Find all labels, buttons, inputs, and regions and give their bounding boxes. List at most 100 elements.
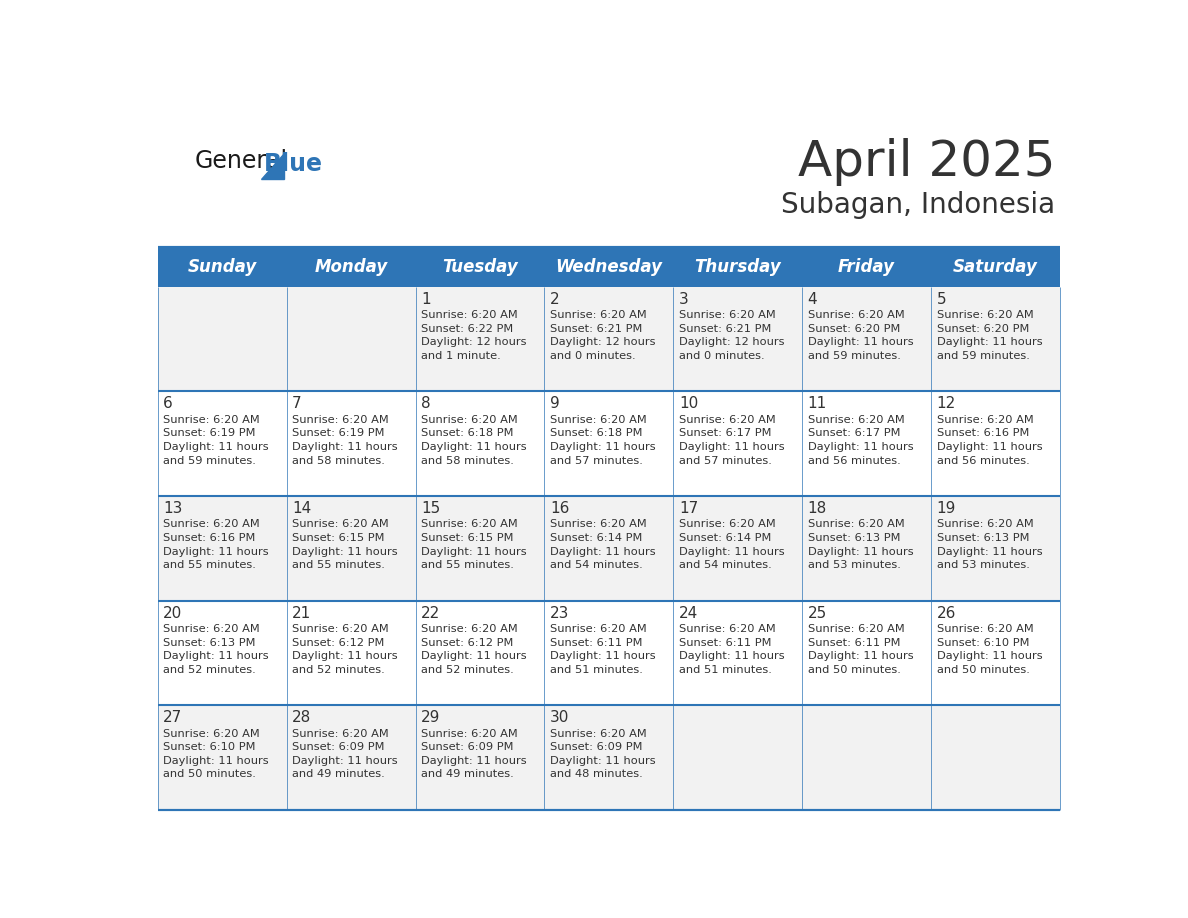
Text: Sunrise: 6:20 AM
Sunset: 6:12 PM
Daylight: 11 hours
and 52 minutes.: Sunrise: 6:20 AM Sunset: 6:12 PM Dayligh… <box>292 624 398 675</box>
Text: 2: 2 <box>550 292 560 307</box>
Bar <box>544 496 674 600</box>
Bar <box>674 287 802 391</box>
Text: 16: 16 <box>550 501 569 516</box>
Text: 29: 29 <box>421 711 441 725</box>
Bar <box>286 705 416 810</box>
Bar <box>674 391 802 496</box>
Text: 22: 22 <box>421 606 441 621</box>
Text: 28: 28 <box>292 711 311 725</box>
Text: 19: 19 <box>936 501 956 516</box>
Text: Sunrise: 6:20 AM
Sunset: 6:10 PM
Daylight: 11 hours
and 50 minutes.: Sunrise: 6:20 AM Sunset: 6:10 PM Dayligh… <box>936 624 1042 675</box>
Text: Sunrise: 6:20 AM
Sunset: 6:16 PM
Daylight: 11 hours
and 55 minutes.: Sunrise: 6:20 AM Sunset: 6:16 PM Dayligh… <box>163 520 268 570</box>
Text: Tuesday: Tuesday <box>442 259 518 276</box>
Text: Sunrise: 6:20 AM
Sunset: 6:11 PM
Daylight: 11 hours
and 51 minutes.: Sunrise: 6:20 AM Sunset: 6:11 PM Dayligh… <box>550 624 656 675</box>
Bar <box>286 496 416 600</box>
Polygon shape <box>261 152 284 179</box>
Bar <box>802 600 931 705</box>
Text: 15: 15 <box>421 501 441 516</box>
Bar <box>286 287 416 391</box>
Text: Sunrise: 6:20 AM
Sunset: 6:16 PM
Daylight: 11 hours
and 56 minutes.: Sunrise: 6:20 AM Sunset: 6:16 PM Dayligh… <box>936 415 1042 465</box>
Bar <box>544 600 674 705</box>
Bar <box>158 705 286 810</box>
Text: 13: 13 <box>163 501 183 516</box>
Text: Sunrise: 6:20 AM
Sunset: 6:14 PM
Daylight: 11 hours
and 54 minutes.: Sunrise: 6:20 AM Sunset: 6:14 PM Dayligh… <box>550 520 656 570</box>
Bar <box>931 600 1060 705</box>
Text: Blue: Blue <box>264 151 323 176</box>
Bar <box>674 705 802 810</box>
Text: 24: 24 <box>678 606 699 621</box>
Text: April 2025: April 2025 <box>798 139 1055 186</box>
Bar <box>416 391 544 496</box>
Text: 18: 18 <box>808 501 827 516</box>
Text: Sunrise: 6:20 AM
Sunset: 6:13 PM
Daylight: 11 hours
and 52 minutes.: Sunrise: 6:20 AM Sunset: 6:13 PM Dayligh… <box>163 624 268 675</box>
Text: 21: 21 <box>292 606 311 621</box>
Bar <box>544 391 674 496</box>
Text: Sunrise: 6:20 AM
Sunset: 6:18 PM
Daylight: 11 hours
and 57 minutes.: Sunrise: 6:20 AM Sunset: 6:18 PM Dayligh… <box>550 415 656 465</box>
Text: 4: 4 <box>808 292 817 307</box>
Bar <box>931 496 1060 600</box>
Text: 6: 6 <box>163 397 173 411</box>
Bar <box>931 287 1060 391</box>
Text: Sunrise: 6:20 AM
Sunset: 6:12 PM
Daylight: 11 hours
and 52 minutes.: Sunrise: 6:20 AM Sunset: 6:12 PM Dayligh… <box>421 624 526 675</box>
Bar <box>416 496 544 600</box>
Bar <box>286 248 416 286</box>
Text: 26: 26 <box>936 606 956 621</box>
Bar <box>158 600 286 705</box>
Text: Sunrise: 6:20 AM
Sunset: 6:11 PM
Daylight: 11 hours
and 50 minutes.: Sunrise: 6:20 AM Sunset: 6:11 PM Dayligh… <box>808 624 914 675</box>
Text: 12: 12 <box>936 397 956 411</box>
Bar <box>544 705 674 810</box>
Bar <box>416 705 544 810</box>
Bar <box>158 391 286 496</box>
Text: 30: 30 <box>550 711 569 725</box>
Text: 7: 7 <box>292 397 302 411</box>
Text: 17: 17 <box>678 501 699 516</box>
Text: Sunrise: 6:20 AM
Sunset: 6:20 PM
Daylight: 11 hours
and 59 minutes.: Sunrise: 6:20 AM Sunset: 6:20 PM Dayligh… <box>808 310 914 361</box>
Text: 11: 11 <box>808 397 827 411</box>
Text: Sunrise: 6:20 AM
Sunset: 6:13 PM
Daylight: 11 hours
and 53 minutes.: Sunrise: 6:20 AM Sunset: 6:13 PM Dayligh… <box>936 520 1042 570</box>
Bar <box>802 705 931 810</box>
Text: Sunrise: 6:20 AM
Sunset: 6:09 PM
Daylight: 11 hours
and 48 minutes.: Sunrise: 6:20 AM Sunset: 6:09 PM Dayligh… <box>550 729 656 779</box>
Bar <box>158 248 286 286</box>
Text: Sunrise: 6:20 AM
Sunset: 6:18 PM
Daylight: 11 hours
and 58 minutes.: Sunrise: 6:20 AM Sunset: 6:18 PM Dayligh… <box>421 415 526 465</box>
Bar <box>802 287 931 391</box>
Text: Sunrise: 6:20 AM
Sunset: 6:09 PM
Daylight: 11 hours
and 49 minutes.: Sunrise: 6:20 AM Sunset: 6:09 PM Dayligh… <box>292 729 398 779</box>
Bar <box>416 287 544 391</box>
Text: Sunrise: 6:20 AM
Sunset: 6:17 PM
Daylight: 11 hours
and 56 minutes.: Sunrise: 6:20 AM Sunset: 6:17 PM Dayligh… <box>808 415 914 465</box>
Text: Sunrise: 6:20 AM
Sunset: 6:22 PM
Daylight: 12 hours
and 1 minute.: Sunrise: 6:20 AM Sunset: 6:22 PM Dayligh… <box>421 310 526 361</box>
Bar <box>802 248 931 286</box>
Bar <box>416 600 544 705</box>
Text: 8: 8 <box>421 397 431 411</box>
Text: 25: 25 <box>808 606 827 621</box>
Text: 1: 1 <box>421 292 431 307</box>
Text: 9: 9 <box>550 397 560 411</box>
Bar <box>544 248 674 286</box>
Text: Sunrise: 6:20 AM
Sunset: 6:17 PM
Daylight: 11 hours
and 57 minutes.: Sunrise: 6:20 AM Sunset: 6:17 PM Dayligh… <box>678 415 784 465</box>
Text: 3: 3 <box>678 292 689 307</box>
Text: Sunrise: 6:20 AM
Sunset: 6:19 PM
Daylight: 11 hours
and 58 minutes.: Sunrise: 6:20 AM Sunset: 6:19 PM Dayligh… <box>292 415 398 465</box>
Text: Sunrise: 6:20 AM
Sunset: 6:15 PM
Daylight: 11 hours
and 55 minutes.: Sunrise: 6:20 AM Sunset: 6:15 PM Dayligh… <box>292 520 398 570</box>
Bar <box>674 248 802 286</box>
Text: Sunrise: 6:20 AM
Sunset: 6:09 PM
Daylight: 11 hours
and 49 minutes.: Sunrise: 6:20 AM Sunset: 6:09 PM Dayligh… <box>421 729 526 779</box>
Bar <box>158 287 286 391</box>
Text: Sunrise: 6:20 AM
Sunset: 6:21 PM
Daylight: 12 hours
and 0 minutes.: Sunrise: 6:20 AM Sunset: 6:21 PM Dayligh… <box>678 310 784 361</box>
Bar <box>416 248 544 286</box>
Text: 23: 23 <box>550 606 569 621</box>
Bar <box>286 391 416 496</box>
Bar <box>931 705 1060 810</box>
Text: Sunrise: 6:20 AM
Sunset: 6:11 PM
Daylight: 11 hours
and 51 minutes.: Sunrise: 6:20 AM Sunset: 6:11 PM Dayligh… <box>678 624 784 675</box>
Text: 27: 27 <box>163 711 183 725</box>
Text: Sunrise: 6:20 AM
Sunset: 6:21 PM
Daylight: 12 hours
and 0 minutes.: Sunrise: 6:20 AM Sunset: 6:21 PM Dayligh… <box>550 310 656 361</box>
Text: Friday: Friday <box>839 259 895 276</box>
Text: Wednesday: Wednesday <box>555 259 663 276</box>
Text: 20: 20 <box>163 606 183 621</box>
Text: Sunrise: 6:20 AM
Sunset: 6:19 PM
Daylight: 11 hours
and 59 minutes.: Sunrise: 6:20 AM Sunset: 6:19 PM Dayligh… <box>163 415 268 465</box>
Text: Monday: Monday <box>315 259 387 276</box>
Text: Sunrise: 6:20 AM
Sunset: 6:15 PM
Daylight: 11 hours
and 55 minutes.: Sunrise: 6:20 AM Sunset: 6:15 PM Dayligh… <box>421 520 526 570</box>
Bar <box>931 248 1060 286</box>
Text: Sunrise: 6:20 AM
Sunset: 6:13 PM
Daylight: 11 hours
and 53 minutes.: Sunrise: 6:20 AM Sunset: 6:13 PM Dayligh… <box>808 520 914 570</box>
Text: Subagan, Indonesia: Subagan, Indonesia <box>782 192 1055 219</box>
Text: 10: 10 <box>678 397 699 411</box>
Bar <box>158 496 286 600</box>
Text: Sunrise: 6:20 AM
Sunset: 6:10 PM
Daylight: 11 hours
and 50 minutes.: Sunrise: 6:20 AM Sunset: 6:10 PM Dayligh… <box>163 729 268 779</box>
Text: 14: 14 <box>292 501 311 516</box>
